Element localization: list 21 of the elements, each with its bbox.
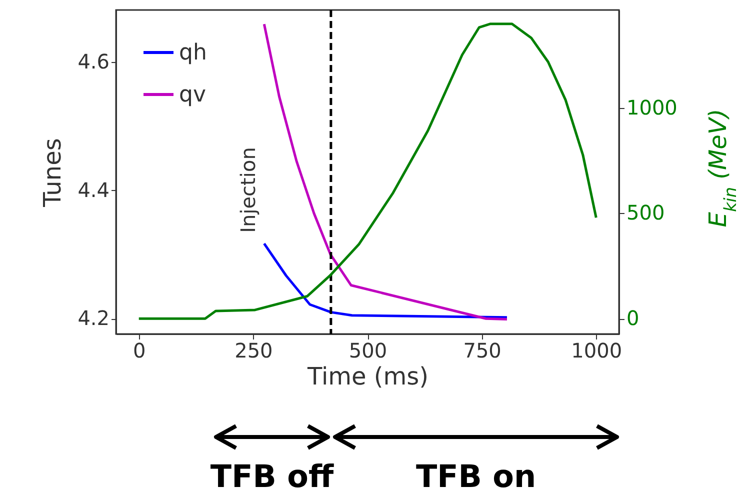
- legend-label: qv: [179, 82, 206, 108]
- x-tick-label: 250: [234, 338, 273, 362]
- legend-label: qh: [179, 40, 207, 66]
- annotation: Injection: [236, 147, 260, 233]
- y2-tick-label: 500: [626, 200, 665, 225]
- y2-tick-label: 1000: [626, 95, 678, 120]
- line-series: [262, 242, 508, 319]
- x-tick-label: 1000: [571, 338, 622, 362]
- text: TFB on: [416, 459, 536, 495]
- line-series: [262, 22, 508, 320]
- x-tick-label: 750: [463, 338, 502, 362]
- x-tick-label: 500: [348, 338, 388, 362]
- y-tick-label: 4.6: [78, 49, 110, 74]
- x-axis-title: Time (ms): [306, 362, 428, 390]
- y-tick-label: 4.4: [78, 178, 110, 202]
- y-tick-label: 4.2: [78, 306, 110, 330]
- y2-tick-label: 0: [626, 306, 640, 330]
- x-tick-label: 0: [132, 338, 146, 362]
- line-series: [138, 22, 598, 320]
- y-axis-title: Tunes: [38, 138, 67, 208]
- text: TFB off: [210, 459, 334, 495]
